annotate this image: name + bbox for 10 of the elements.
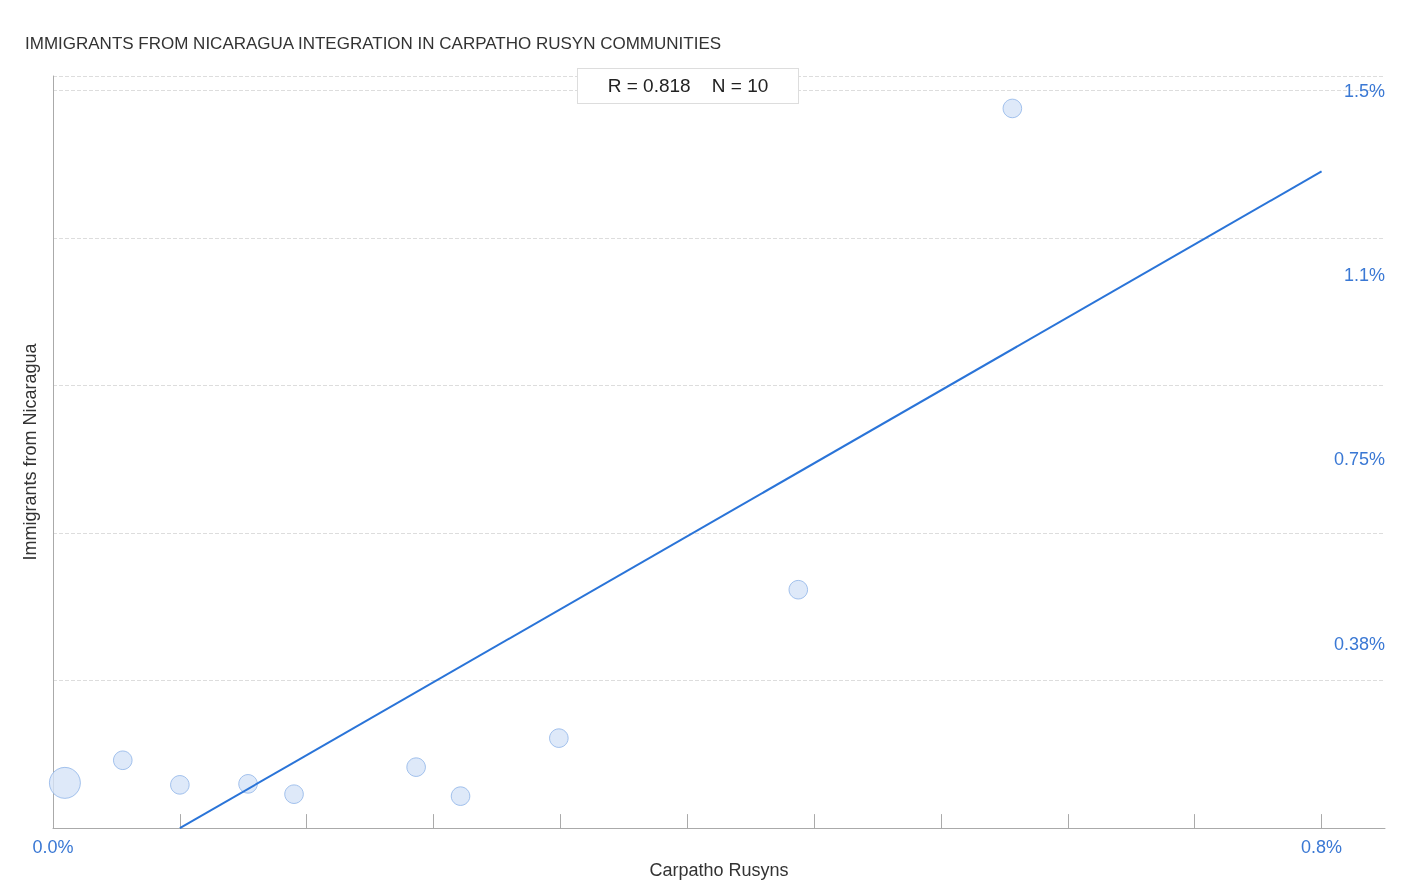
y-tick-label: 0.38% xyxy=(1333,633,1385,654)
y-axis-title: Immigrants from Nicaragua xyxy=(20,342,40,561)
x-axis-title: Carpatho Rusyns xyxy=(649,860,789,880)
x-tick-label: 0.8% xyxy=(1301,837,1343,858)
chart-title: IMMIGRANTS FROM NICARAGUA INTEGRATION IN CARPATHO RUSYN COMMUNITIES xyxy=(25,34,722,53)
y-tick-label: 1.5% xyxy=(1343,80,1385,101)
stats-box: R = 0.818 N = 10 xyxy=(577,68,799,104)
x-tick-label: 0.0% xyxy=(32,837,74,858)
y-tick-label: 0.75% xyxy=(1333,449,1385,470)
y-tick-label: 1.1% xyxy=(1343,265,1385,286)
